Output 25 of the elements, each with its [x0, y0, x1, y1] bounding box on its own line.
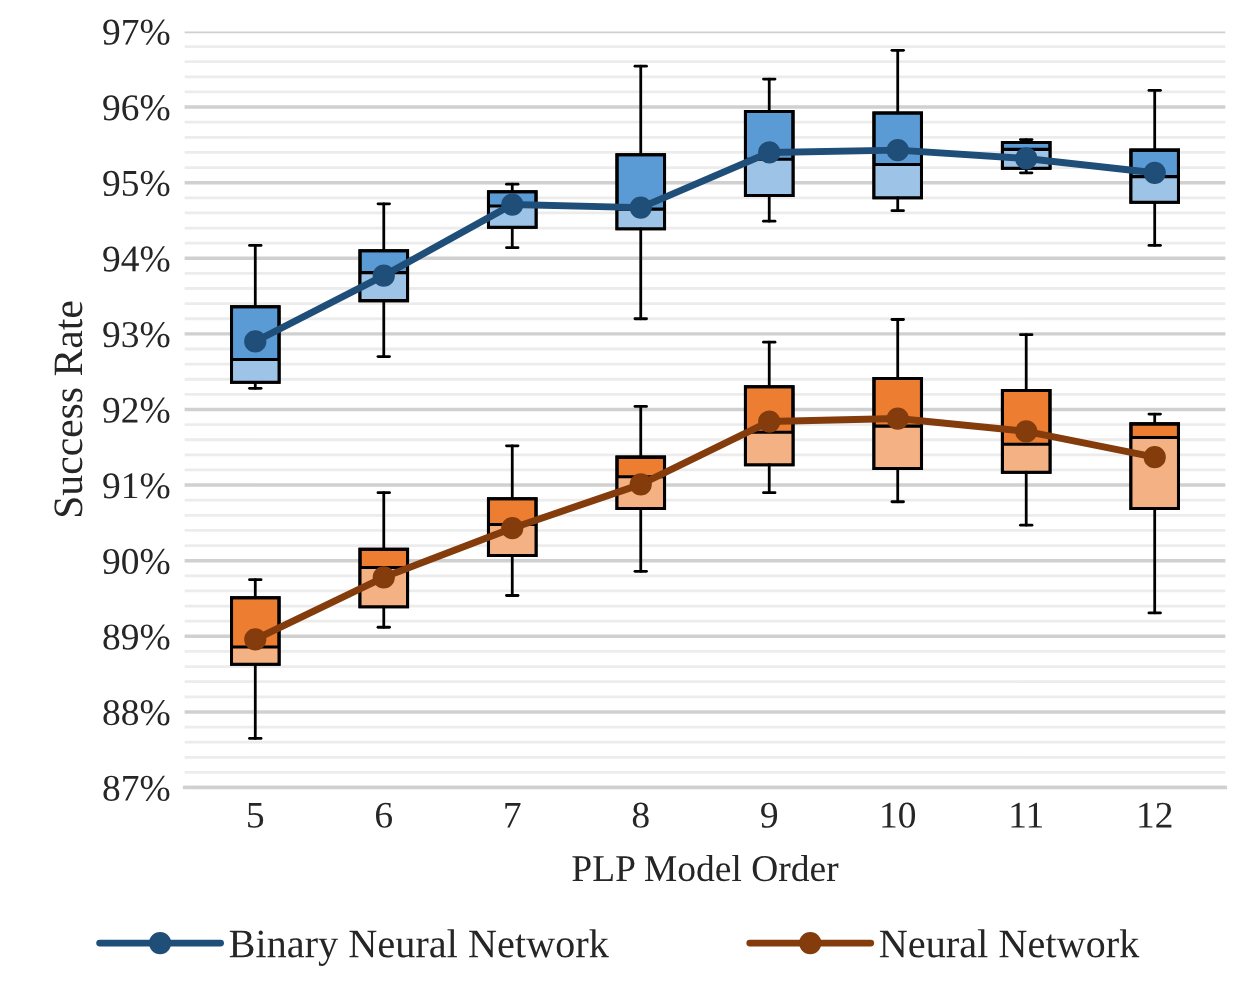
y-tick-label: 88%: [103, 700, 170, 726]
point: [886, 407, 909, 430]
y-tick-label: 90%: [103, 548, 170, 575]
y-tick-label: 93%: [103, 321, 170, 348]
x-tick-label: 5: [248, 802, 264, 828]
x-tick-label: 10: [882, 802, 916, 828]
y-tick-label: 95%: [103, 170, 170, 197]
x-tick-label: 12: [1139, 802, 1172, 828]
y-tick-label: 96%: [103, 95, 170, 121]
legend-label: Neural Network: [879, 929, 1140, 958]
y-tick-label: 92%: [103, 397, 170, 423]
y-tick-label: 97%: [103, 19, 170, 45]
x-tick-label: 6: [376, 802, 393, 828]
point: [629, 196, 652, 219]
legend-label: Binary Neural Network: [229, 929, 609, 966]
y-tick-label: 91%: [103, 473, 170, 499]
y-tick-label: 94%: [103, 246, 170, 272]
x-tick-label: 11: [1011, 802, 1043, 828]
y-tick-label: 87%: [103, 775, 170, 802]
x-tick-label: 9: [761, 802, 778, 828]
x-tick-label: 8: [632, 802, 649, 828]
y-axis-title: Success Rate: [54, 301, 83, 517]
x-axis-title: PLP Model Order: [572, 854, 839, 882]
x-tick-label: 7: [505, 802, 521, 828]
y-tick-label: 89%: [103, 624, 170, 650]
